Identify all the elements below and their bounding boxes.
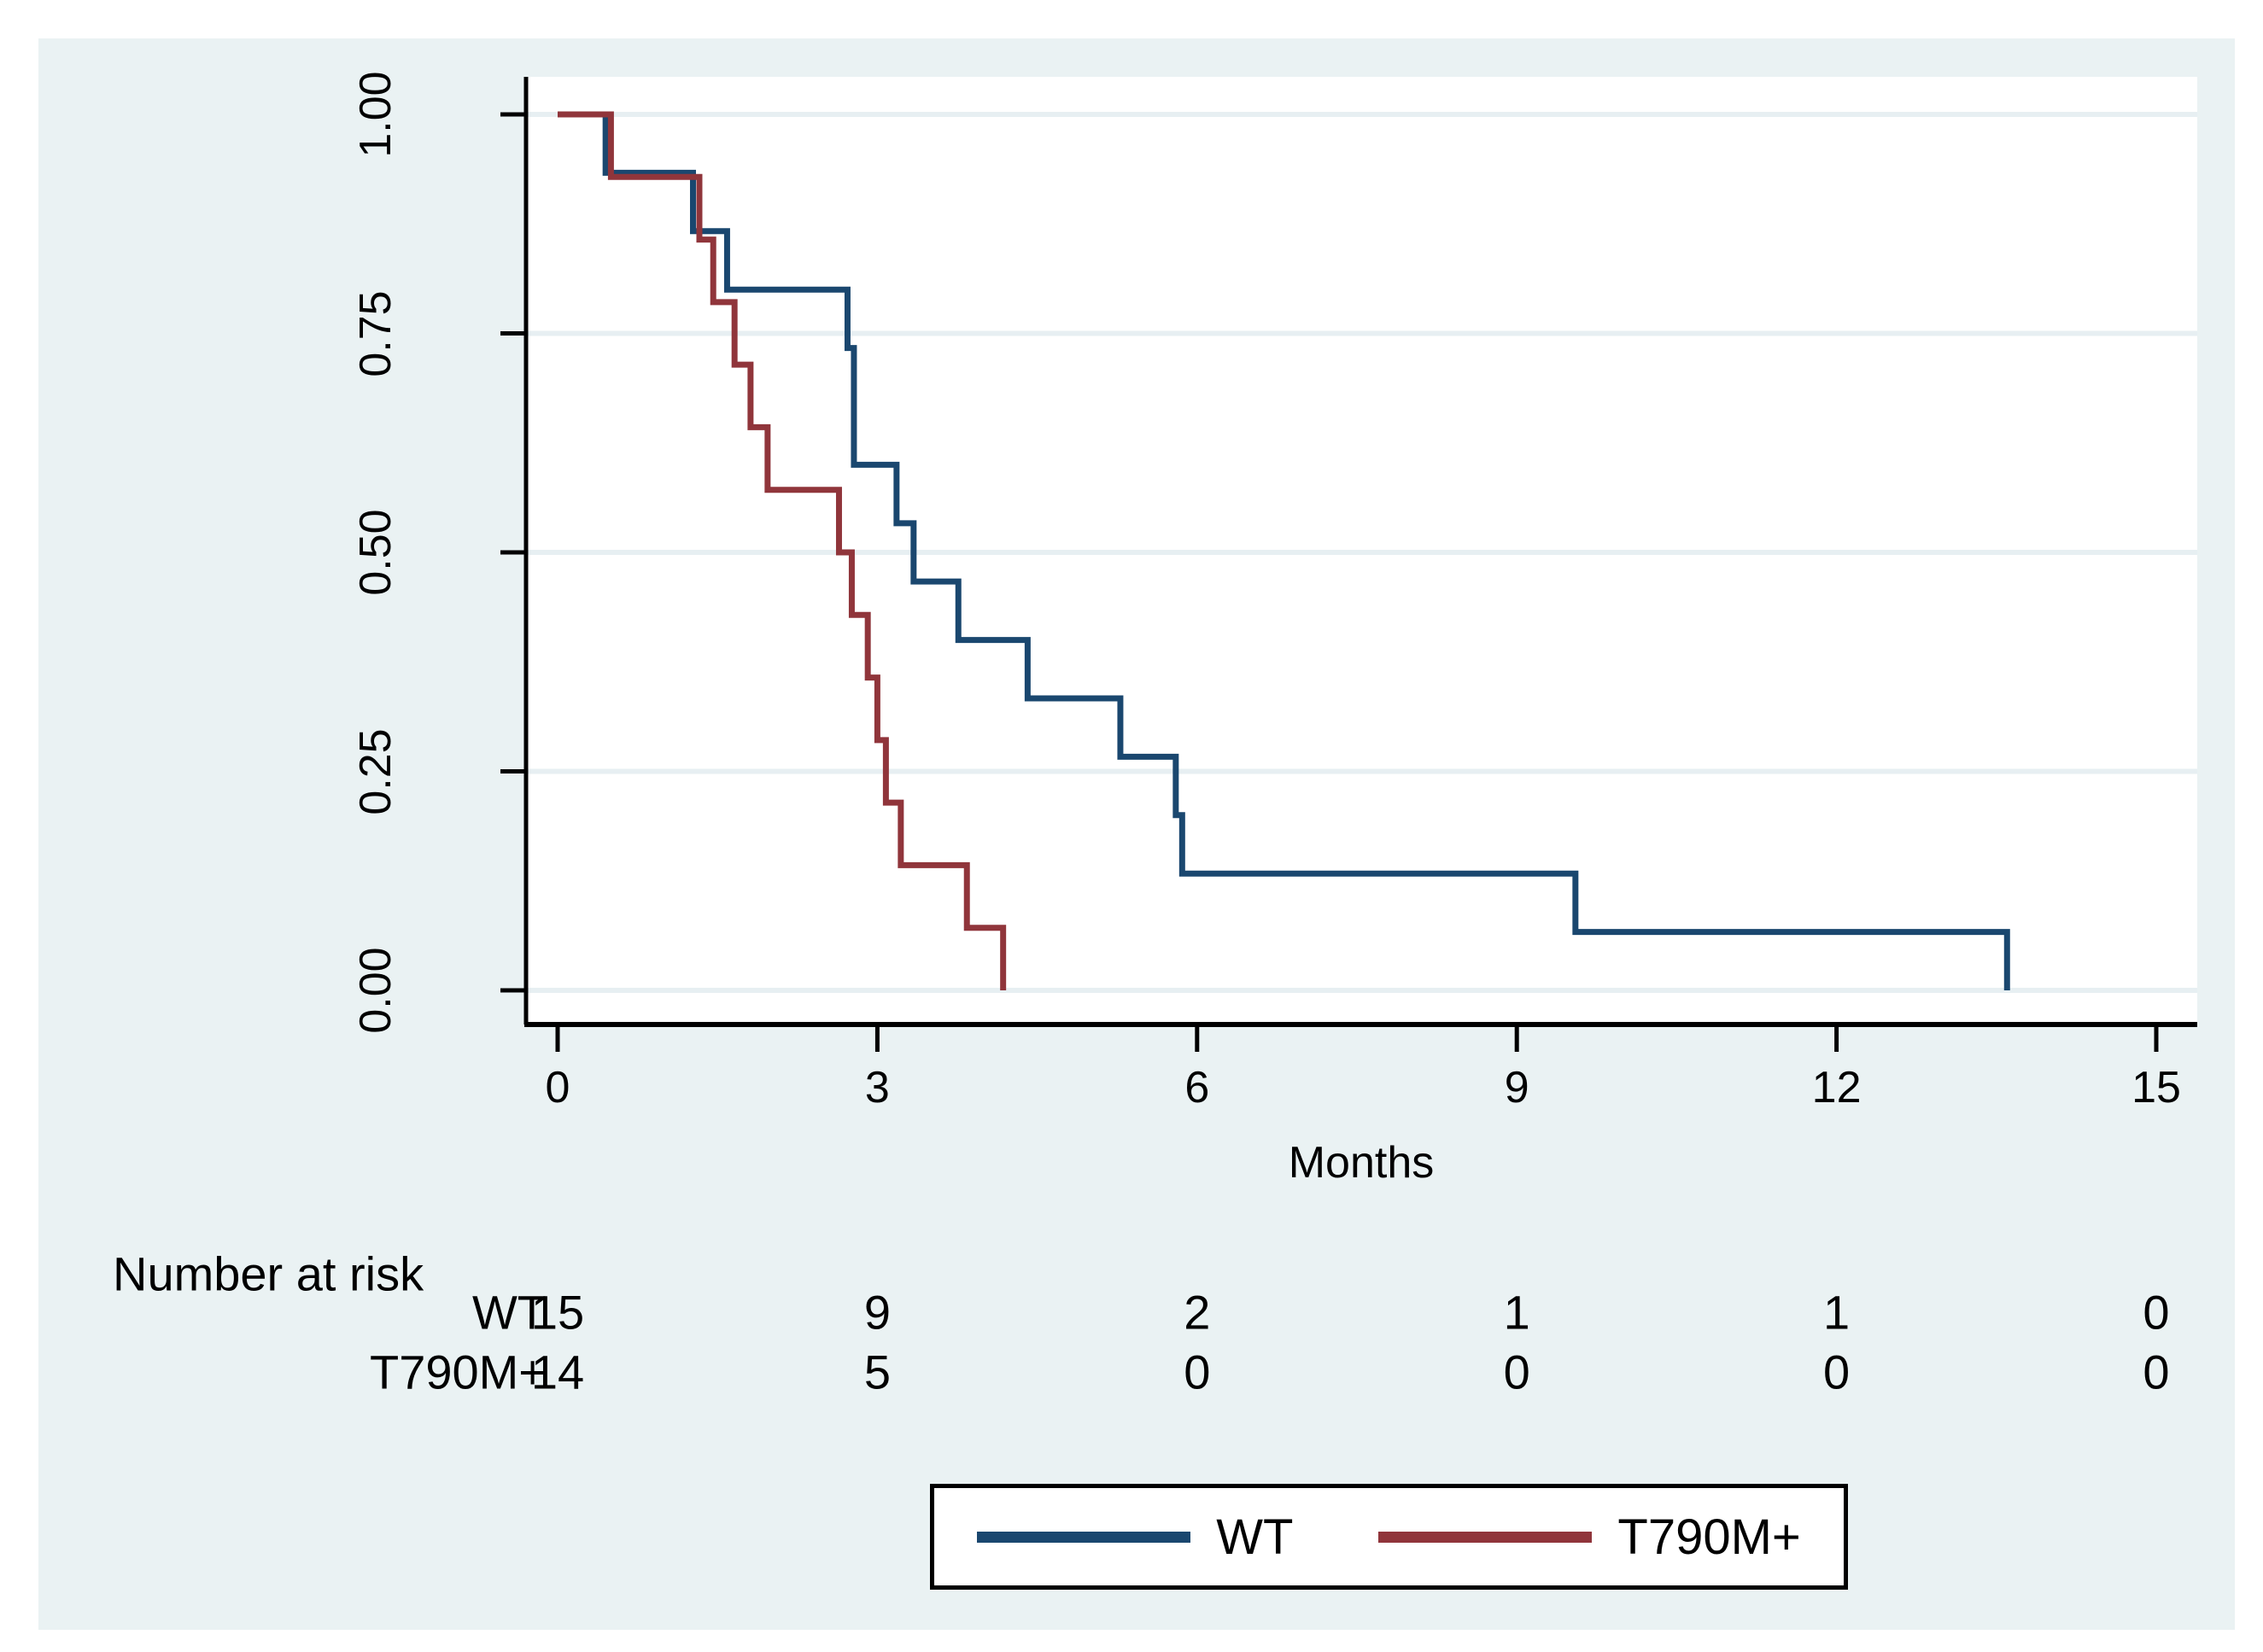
y-tick-label: 0.00 (351, 947, 401, 1034)
legend-line-swatch (977, 1531, 1191, 1543)
x-tick-label: 12 (1811, 1063, 1862, 1112)
risk-count: 0 (1503, 1345, 1530, 1399)
y-tick-label: 0.25 (351, 727, 401, 815)
plot-canvas: 1.00 0.75 0.50 0.25 0.00 0 3 6 9 12 15 Months Num… (38, 38, 2235, 1630)
risk-count: 2 (1184, 1285, 1211, 1340)
x-tick-label: 3 (864, 1063, 890, 1112)
legend-label: T790M+ (1617, 1509, 1801, 1565)
y-tick-label: 0.75 (351, 289, 401, 377)
legend: WT T790M+ (930, 1484, 1848, 1590)
x-tick-label: 6 (1184, 1063, 1210, 1112)
x-tick-label: 9 (1504, 1063, 1529, 1112)
risk-count: 1 (1503, 1285, 1530, 1340)
risk-count: 14 (530, 1345, 585, 1399)
risk-count: 15 (530, 1285, 585, 1340)
y-tick-label: 1.00 (351, 71, 401, 158)
risk-count: 0 (1184, 1345, 1211, 1399)
legend-line-swatch (1378, 1531, 1593, 1543)
t790m-curve (558, 111, 1007, 990)
risk-count: 1 (1823, 1285, 1851, 1340)
x-axis-title: Months (1288, 1138, 1435, 1188)
risk-row-label: WT (471, 1285, 547, 1340)
x-tick-label: 15 (2131, 1063, 2181, 1112)
legend-item: WT (977, 1509, 1293, 1566)
x-tick-label: 0 (545, 1063, 570, 1112)
risk-table-title: Number at risk (113, 1246, 424, 1301)
risk-count: 0 (1823, 1345, 1851, 1399)
y-tick-label: 0.50 (351, 509, 401, 596)
risk-count: 9 (863, 1285, 891, 1340)
risk-row-label: T790M+ (370, 1345, 547, 1399)
risk-count: 5 (863, 1345, 891, 1399)
legend-item: T790M+ (1378, 1509, 1801, 1566)
wt-curve (558, 111, 2010, 990)
risk-count: 0 (2143, 1285, 2170, 1340)
risk-count: 0 (2143, 1345, 2170, 1399)
legend-label: WT (1216, 1509, 1294, 1565)
